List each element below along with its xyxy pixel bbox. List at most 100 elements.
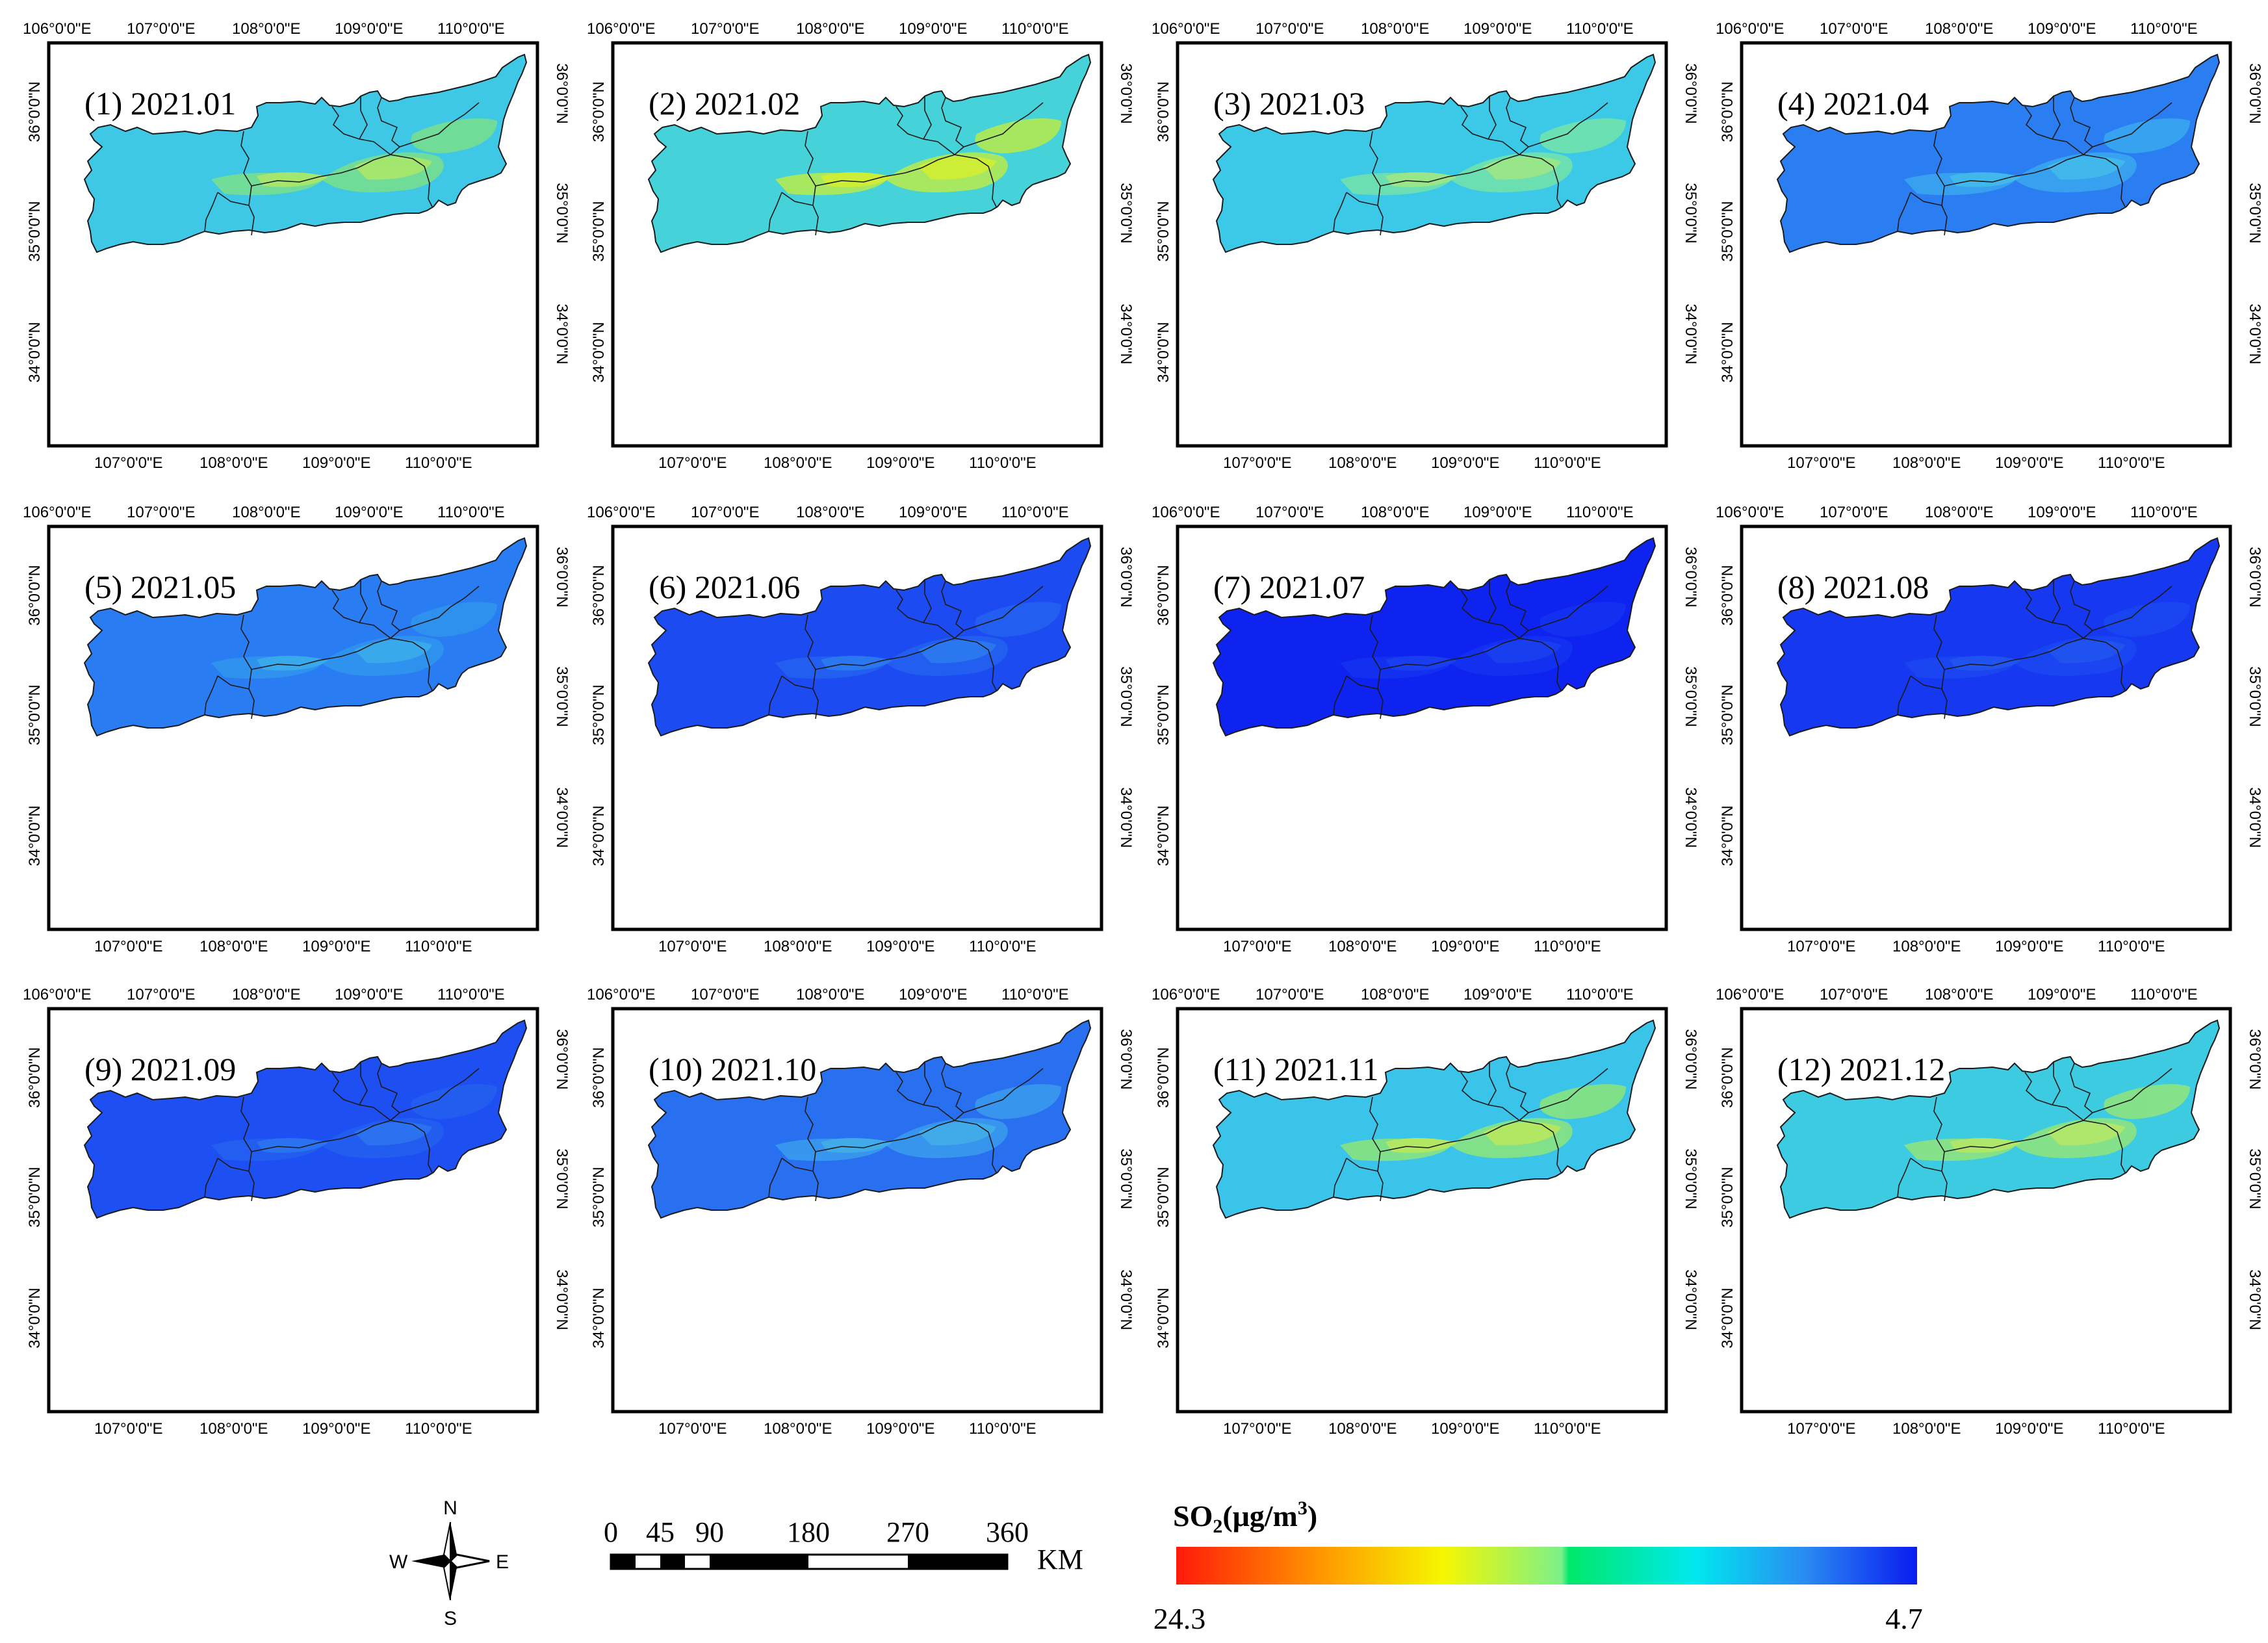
- district-boundary: [1369, 131, 1384, 236]
- district-boundary: [1897, 675, 1911, 716]
- panel-title: (9) 2021.09: [84, 1051, 236, 1087]
- district-boundary: [2024, 1072, 2084, 1121]
- lat-right-tick: 34°0'0"N: [2246, 304, 2263, 364]
- lon-bottom-tick: 108°0'0"E: [200, 454, 268, 472]
- lon-top-tick: 109°0'0"E: [335, 986, 403, 1003]
- district-boundary: [1897, 1158, 1911, 1198]
- lon-bottom-tick: 107°0'0"E: [1787, 938, 1855, 955]
- lon-bottom-tick: 108°0'0"E: [764, 938, 832, 955]
- north-label: N: [443, 1497, 457, 1519]
- scale-tick-360: 360: [986, 1516, 1029, 1548]
- concentration-area: [1950, 1138, 2021, 1153]
- map-region: [647, 1019, 1092, 1219]
- district-boundary: [1488, 1062, 1497, 1106]
- concentration-area: [821, 656, 892, 671]
- panel-title: (2) 2021.02: [649, 85, 800, 122]
- lat-right-tick: 36°0'0"N: [1682, 1029, 1699, 1089]
- concentration-area: [975, 602, 1061, 637]
- district-boundary: [963, 1068, 1044, 1113]
- lat-left-tick: 35°0'0"N: [1155, 1167, 1172, 1227]
- region-fill: [649, 1020, 1090, 1218]
- east-label: E: [496, 1551, 509, 1573]
- district-boundary: [1369, 1096, 1384, 1202]
- lon-bottom-tick: 110°0'0"E: [405, 938, 472, 955]
- lon-bottom-tick: 109°0'0"E: [302, 1420, 370, 1438]
- lat-right-tick: 34°0'0"N: [1682, 304, 1699, 364]
- district-boundary: [963, 102, 1044, 148]
- region-outline: [647, 1019, 1092, 1219]
- lon-top-tick: 107°0'0"E: [1820, 20, 1888, 38]
- district-boundary: [1897, 192, 1911, 232]
- district-boundary: [768, 675, 782, 716]
- district-boundary: [1380, 1120, 1520, 1152]
- map-panel-2: 106°0'0"E 107°0'0"E 108°0'0"E 109°0'0"E 110°…: [587, 20, 1135, 472]
- lon-top-tick: 108°0'0"E: [1361, 20, 1429, 38]
- west-label: W: [389, 1551, 408, 1573]
- lon-top-tick: 108°0'0"E: [796, 20, 864, 38]
- lon-bottom-tick: 107°0'0"E: [1223, 938, 1291, 955]
- concentration-area: [354, 1122, 432, 1146]
- district-boundary: [1346, 1158, 1378, 1172]
- district-boundary: [240, 1096, 255, 1202]
- region-fill: [1213, 538, 1655, 736]
- concentration-area: [975, 1084, 1061, 1119]
- lon-bottom-tick: 110°0'0"E: [1534, 938, 1601, 955]
- concentration-area: [411, 602, 497, 637]
- lat-left-tick: 36°0'0"N: [1719, 81, 1736, 142]
- lon-top-tick: 110°0'0"E: [1566, 986, 1634, 1003]
- district-boundary: [1519, 1120, 1562, 1173]
- district-boundary: [1944, 638, 2084, 670]
- panel-title: (8) 2021.08: [1777, 569, 1929, 605]
- concentration-area: [2047, 156, 2125, 180]
- lon-bottom-tick: 110°0'0"E: [1534, 454, 1601, 472]
- district-boundary: [768, 1158, 782, 1198]
- lon-top-tick: 110°0'0"E: [2130, 986, 2198, 1003]
- district-boundary: [1528, 102, 1608, 148]
- panel-title: (3) 2021.03: [1213, 85, 1365, 122]
- map-panel-8: 106°0'0"E 107°0'0"E 108°0'0"E 109°0'0"E 110°…: [1716, 504, 2263, 955]
- district-boundary: [1380, 154, 1520, 187]
- district-boundary: [1346, 675, 1378, 690]
- lon-top-tick: 107°0'0"E: [691, 986, 759, 1003]
- lon-top-tick: 108°0'0"E: [1361, 986, 1429, 1003]
- district-boundary: [1460, 106, 1520, 155]
- district-boundary: [1910, 192, 1942, 206]
- district-boundary: [2092, 586, 2172, 631]
- lon-bottom-tick: 109°0'0"E: [302, 454, 370, 472]
- district-boundary: [2092, 1068, 2172, 1113]
- concentration-area: [354, 156, 432, 180]
- lon-top-tick: 108°0'0"E: [1925, 986, 1993, 1003]
- lat-right-tick: 34°0'0"N: [1117, 1269, 1135, 1330]
- panel-title: (7) 2021.07: [1213, 569, 1365, 605]
- lat-right-tick: 35°0'0"N: [2246, 666, 2263, 727]
- district-boundary: [2083, 154, 2126, 207]
- concentration-area: [1385, 1138, 1457, 1153]
- lon-bottom-tick: 110°0'0"E: [2098, 454, 2165, 472]
- district-boundary: [399, 102, 480, 148]
- concentration-area: [411, 1084, 497, 1119]
- lon-bottom-tick: 109°0'0"E: [1995, 1420, 2063, 1438]
- lon-top-tick: 110°0'0"E: [1566, 504, 1634, 521]
- lat-right-tick: 36°0'0"N: [2246, 547, 2263, 607]
- lon-top-tick: 109°0'0"E: [2028, 20, 2096, 38]
- lat-left-tick: 34°0'0"N: [1719, 1287, 1736, 1348]
- concentration-area: [1950, 172, 2021, 187]
- panel-title: (10) 2021.10: [649, 1051, 816, 1087]
- district-boundary: [954, 638, 997, 691]
- region-outline: [83, 1019, 528, 1219]
- lat-left-tick: 35°0'0"N: [590, 1167, 608, 1227]
- lat-right-tick: 34°0'0"N: [1682, 1269, 1699, 1330]
- map-panel-4: 106°0'0"E 107°0'0"E 108°0'0"E 109°0'0"E 110°…: [1716, 20, 2263, 472]
- region-outline: [1212, 537, 1656, 737]
- lat-right-tick: 35°0'0"N: [1682, 183, 1699, 243]
- concentration-area: [257, 172, 328, 187]
- lon-top-tick: 110°0'0"E: [1001, 986, 1069, 1003]
- lon-bottom-tick: 107°0'0"E: [658, 454, 727, 472]
- lon-top-tick: 107°0'0"E: [1820, 986, 1888, 1003]
- district-boundary: [781, 1158, 814, 1172]
- lat-right-tick: 34°0'0"N: [553, 1269, 571, 1330]
- panel-title: (12) 2021.12: [1777, 1051, 1945, 1087]
- district-boundary: [390, 638, 433, 691]
- district-boundary: [2092, 102, 2172, 148]
- concentration-area: [918, 640, 996, 664]
